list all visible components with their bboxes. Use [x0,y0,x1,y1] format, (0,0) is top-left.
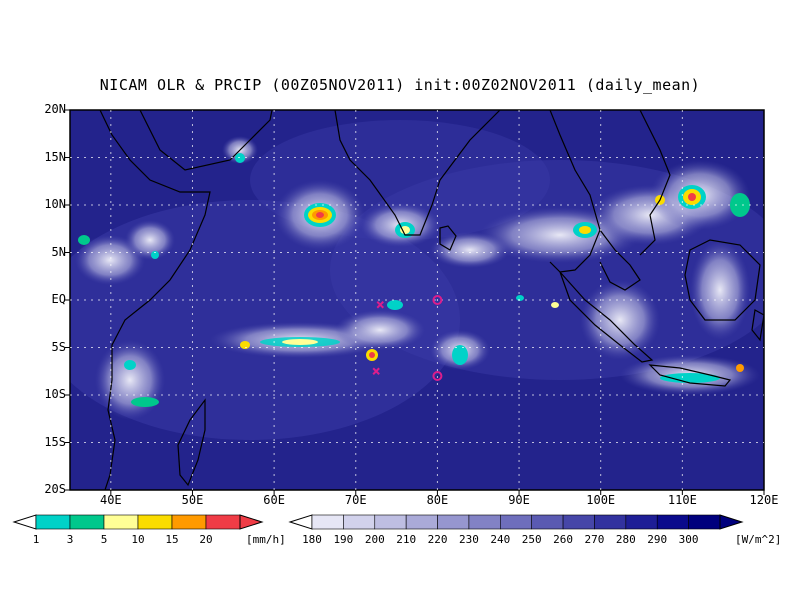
colorbar-label: 210 [396,533,417,546]
colorbar-swatch [405,514,438,530]
colorbar-label: 240 [490,533,511,546]
colorbar-swatch [374,514,407,530]
axis-ticks [65,109,765,495]
colorbar-label: 300 [678,533,699,546]
marker-layer [372,295,443,381]
colorbar-swatch [171,514,207,530]
colorbar-swatch [103,514,139,530]
colorbar-swatch [656,514,689,530]
cloud-layer [75,136,760,420]
colorbar-label: 10 [131,533,145,546]
colorbar-label: 290 [647,533,668,546]
colorbar-high-end [719,514,744,530]
precip-layer [78,153,750,407]
circle-marker [432,371,443,381]
lat-label: 5S [51,339,66,354]
colorbar-swatch [205,514,241,530]
colorbar-unit: [mm/h] [246,533,286,546]
lon-label: 60E [263,493,285,507]
lon-label: 40E [99,493,122,507]
colorbar-swatch [688,514,721,530]
colorbar-label: 180 [302,533,322,546]
lon-label: 120E [749,493,779,507]
colorbar-swatch [437,514,470,530]
colorbar-label: 5 [100,533,108,546]
colorbar-low-end [288,514,313,530]
colorbar-swatch [531,514,564,530]
colorbar-label: 230 [458,533,479,546]
precip-colorbar [12,514,264,530]
colorbar-swatch [311,514,344,530]
coastlines [99,110,764,490]
lat-label: 10N [44,197,66,211]
colorbar-swatch [69,514,105,530]
lat-label: 5N [51,244,66,259]
lon-label: 70E [344,493,367,507]
lon-label: 110E [667,493,697,507]
lon-label: 50E [181,493,204,507]
colorbar-swatch [562,514,595,530]
colorbar-swatch [594,514,627,530]
colorbar-label: 3 [66,533,74,546]
lat-label: EQ [51,292,66,306]
colorbar-swatch [35,514,71,530]
colorbar-label: 1 [32,533,40,546]
colorbar-label: 200 [364,533,385,546]
lat-label: 20S [44,482,66,496]
x-marker [376,301,384,309]
colorbar-swatch [343,514,376,530]
colorbar-swatch [500,514,532,530]
map-plot-area [70,110,764,490]
colorbar-label: 190 [333,533,354,546]
lat-label: 15S [44,434,66,449]
graticule [70,110,764,490]
map-title: NICAM OLR & PRCIP (00Z05NOV2011) init:00… [99,76,701,94]
x-marker [372,367,380,375]
colorbar-swatch [137,514,173,530]
colorbar-label: 20 [199,533,213,546]
olr-colorbar [288,514,744,530]
colorbar-label: 280 [615,533,636,546]
colorbar-swatch [625,514,658,530]
lat-label: 10S [44,387,66,401]
lat-label: 20N [44,102,66,116]
lon-label: 80E [426,493,449,507]
circle-marker [432,295,443,305]
colorbar-label: 15 [165,533,179,546]
colorbar-label: 250 [521,533,542,546]
colorbar-low-end [12,514,37,530]
colorbar-high-end [239,514,264,530]
lon-label: 90E [508,493,530,507]
colorbar-label: 260 [553,533,573,546]
lat-label: 15N [44,149,66,164]
colorbar-swatch [468,514,501,530]
colorbar-label: 270 [584,533,605,546]
colorbar-unit: [W/m^2] [735,533,782,546]
lon-label: 100E [586,493,616,507]
colorbar-label: 220 [427,533,448,546]
